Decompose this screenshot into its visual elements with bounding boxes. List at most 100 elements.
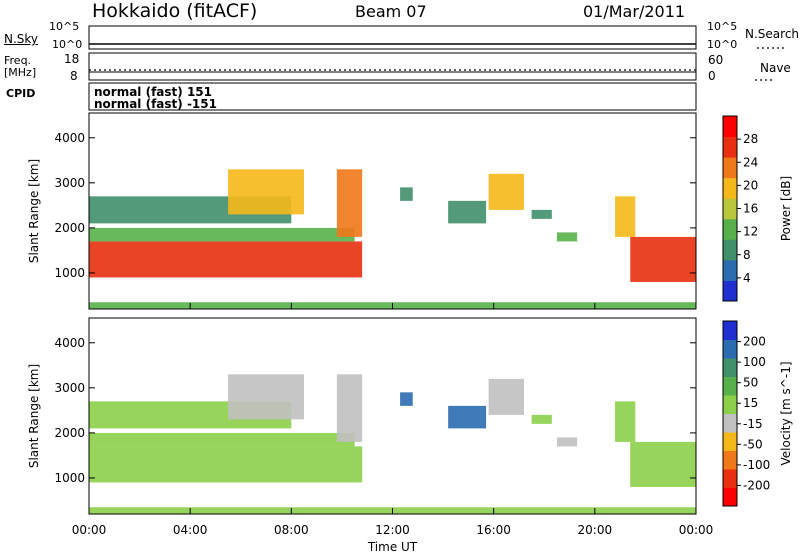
velocity-panel: 1000 2000 3000 4000 Slant Range [km] (27, 317, 697, 515)
y-tick-label: 4000 (54, 336, 85, 350)
colorbar-tick-label: 200 (743, 335, 766, 349)
colorbar-label: Velocity [m s^-1] (779, 361, 793, 465)
nsky-tick-low: 10^0 (52, 38, 83, 51)
freq-tick-low: 8 (70, 69, 78, 83)
colorbar-tick-label: 100 (743, 355, 766, 369)
colorbar-segment (723, 280, 737, 302)
x-tick-label: 00:00 (72, 523, 107, 537)
nsearch-label: N.Search (745, 27, 800, 41)
echo-region-3 (228, 169, 304, 215)
echo-region-0 (89, 241, 363, 278)
echo-region-9 (556, 437, 578, 447)
y-tick-label: 3000 (54, 381, 85, 395)
colorbar-segment (723, 239, 737, 261)
y-tick-label: 2000 (54, 426, 85, 440)
colorbar-segment (723, 177, 737, 199)
nave-label: Nave (760, 61, 791, 75)
freq-tick-high: 18 (64, 52, 80, 66)
x-tick-label: 08:00 (274, 523, 309, 537)
echo-region-1 (89, 227, 355, 242)
colorbar-tick-label: 8 (743, 248, 751, 262)
echo-region-9 (556, 232, 578, 242)
cpid-line-2: normal (fast) -151 (94, 97, 217, 111)
colorbar-tick-label: 50 (743, 376, 758, 390)
nave-tick-high: 60 (708, 53, 724, 67)
echo-region-11 (630, 441, 696, 487)
colorbar-segment (723, 358, 737, 377)
beam-label: Beam 07 (355, 2, 427, 21)
y-tick-label: 1000 (54, 471, 85, 485)
power-colorbar: 4 8 12 16 20 24 28 Power [dB] (722, 115, 793, 302)
colorbar-segment (723, 376, 737, 396)
echo-region-3 (228, 374, 304, 420)
colorbar-segment (723, 450, 737, 470)
velocity-colorbar: 200 100 50 15 -15 -50 -100 -200 Velocity [m s^-1… (722, 320, 793, 507)
colorbar-tick-label: -100 (743, 458, 770, 472)
colorbar-tick-label: -15 (743, 417, 763, 431)
station-title: Hokkaido (fitACF) (92, 0, 258, 22)
nsky-label: N.Sky (4, 32, 39, 46)
colorbar-tick-label: 12 (743, 225, 758, 239)
colorbar-segment (723, 321, 737, 340)
colorbar-segment (723, 469, 737, 488)
cpid-panel-frame (88, 82, 697, 111)
date-label: 01/Mar/2011 (583, 2, 686, 21)
freq-unit-label: [MHz] (4, 66, 37, 79)
cpid-line-1: normal (fast) 151 (94, 85, 212, 99)
colorbar-segment (723, 157, 737, 179)
x-tick-label: 12:00 (375, 523, 410, 537)
echo-region-0 (89, 446, 363, 483)
colorbar-segment (723, 198, 737, 220)
nsearch-tick-low: 10^0 (707, 38, 738, 51)
nsky-panel-frame (88, 25, 697, 50)
colorbar-segment (723, 259, 737, 281)
x-tick-label: 20:00 (578, 523, 613, 537)
freq-panel-frame (88, 52, 697, 81)
colorbar-segment (723, 432, 737, 451)
time-axis: 00:00 04:00 08:00 12:00 16:00 20:00 00:00 Time … (72, 523, 714, 554)
top-panels (88, 25, 787, 111)
echo-region-10 (615, 196, 636, 237)
echo-region-8 (531, 414, 552, 424)
echo-region-5 (400, 187, 413, 201)
y-axis-label: Slant Range [km] (27, 159, 41, 263)
x-tick-label: 04:00 (173, 523, 208, 537)
colorbar-frame (722, 320, 738, 507)
freq-label: Freq. (4, 54, 32, 67)
cpid-label: CPID (6, 87, 36, 100)
y-tick-label: 3000 (54, 176, 85, 190)
colorbar-segment (723, 413, 737, 433)
y-axis-label: Slant Range [km] (27, 364, 41, 468)
echo-region-10 (615, 401, 636, 442)
echo-region-1 (89, 432, 355, 447)
echo-region-6 (448, 200, 487, 224)
x-axis-label: Time UT (367, 540, 418, 554)
colorbar-tick-label: 15 (743, 396, 758, 410)
colorbar-segment (723, 116, 737, 138)
y-tick-label: 1000 (54, 266, 85, 280)
colorbar-segment (723, 136, 737, 158)
colorbar-tick-label: 20 (743, 178, 758, 192)
echo-region-5 (400, 392, 413, 406)
nsky-tick-high: 10^5 (49, 20, 80, 33)
echo-region-8 (531, 209, 552, 219)
colorbar-segment (723, 487, 737, 507)
echo-region-6 (448, 405, 487, 429)
power-panel: 1000 2000 3000 4000 Slant Range [km] (27, 112, 697, 310)
nsearch-tick-high: 10^5 (707, 20, 738, 33)
colorbar-tick-label: -200 (743, 478, 770, 492)
colorbar-segment (723, 339, 737, 359)
echo-region-7 (488, 173, 525, 210)
y-tick-label: 2000 (54, 221, 85, 235)
x-tick-label: 00:00 (679, 523, 714, 537)
colorbar-segment (723, 395, 737, 414)
echo-region-7 (488, 378, 525, 415)
x-tick-label: 16:00 (476, 523, 511, 537)
y-tick-label: 4000 (54, 131, 85, 145)
colorbar-label: Power [dB] (779, 176, 793, 241)
colorbar-tick-label: 24 (743, 155, 758, 169)
nave-tick-low: 0 (708, 69, 716, 83)
echo-region-11 (630, 236, 696, 282)
colorbar-segment (723, 218, 737, 240)
